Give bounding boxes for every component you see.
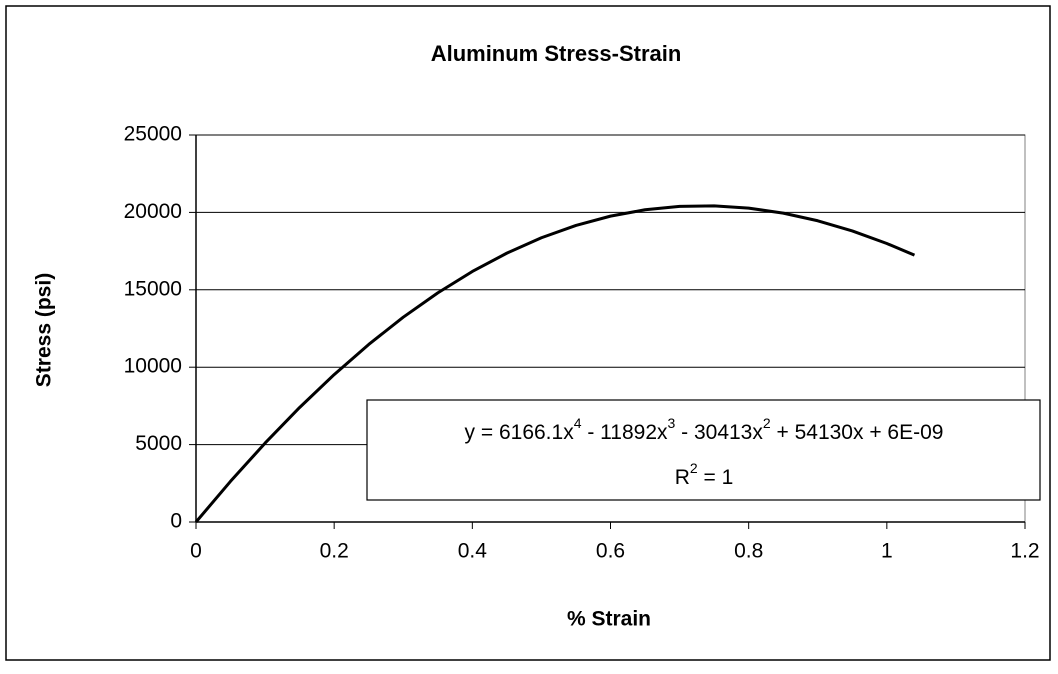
x-tick-label: 0.2: [320, 540, 349, 563]
y-tick-label: 10000: [124, 355, 182, 378]
text-part: - 11892x: [582, 421, 668, 444]
text-part: y = 6166.1x: [465, 421, 575, 444]
data-line: [194, 204, 916, 523]
y-tick-label: 5000: [135, 432, 182, 455]
trendline-equation: y = 6166.1x4 - 11892x3 - 30413x2 + 54130…: [465, 415, 944, 444]
y-axis-label: Stress (psi): [33, 273, 56, 387]
x-axis-label: % Strain: [567, 608, 651, 631]
superscript: 3: [668, 415, 676, 431]
x-tick-label: 0: [190, 540, 202, 563]
y-tick-label: 15000: [124, 277, 182, 300]
x-tick-label: 1.2: [1010, 540, 1039, 563]
x-tick-label: 0.6: [596, 540, 625, 563]
y-tick-label: 20000: [124, 200, 182, 223]
y-tick-label: 0: [170, 510, 182, 533]
x-tick-label: 0.8: [734, 540, 763, 563]
text-part: + 54130x + 6E-09: [771, 421, 944, 444]
superscript: 2: [690, 460, 698, 476]
text-part: R: [675, 466, 690, 489]
text-part: = 1: [698, 466, 734, 489]
r-squared: R2 = 1: [675, 460, 734, 489]
text-part: - 30413x: [675, 421, 763, 444]
superscript: 4: [574, 415, 582, 431]
y-tick-label: 25000: [124, 123, 182, 146]
superscript: 2: [763, 415, 771, 431]
trendline-box: [366, 399, 1041, 501]
x-tick-label: 1: [881, 540, 893, 563]
chart-title: Aluminum Stress-Strain: [431, 41, 682, 66]
x-tick-label: 0.4: [458, 540, 488, 563]
